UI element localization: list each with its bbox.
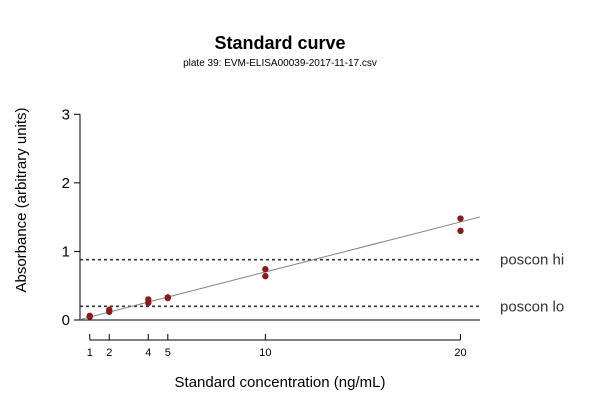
x-tick-label: 4 xyxy=(145,347,151,359)
data-point xyxy=(145,296,152,303)
data-point xyxy=(457,227,464,235)
plot-area: 0 1 2 3 1 2 4 5 10 20 poscon hi poscon lo xyxy=(62,106,565,359)
y-tick-label: 2 xyxy=(62,175,70,192)
x-tick-label: 10 xyxy=(259,347,271,359)
data-point xyxy=(86,312,93,320)
x-tick-label: 1 xyxy=(87,347,93,359)
y-tick-label: 1 xyxy=(62,243,70,260)
x-axis-label: Standard concentration (ng/mL) xyxy=(175,374,386,391)
data-point xyxy=(262,266,269,273)
data-point xyxy=(106,306,113,313)
data-point xyxy=(457,215,464,222)
data-point xyxy=(164,294,172,301)
y-axis-label: Absorbance (arbitrary units) xyxy=(13,107,30,292)
reference-line-label: poscon lo xyxy=(500,298,564,315)
reference-line-label: poscon hi xyxy=(500,252,564,269)
x-tick-label: 20 xyxy=(454,347,466,359)
data-point xyxy=(262,272,269,280)
y-tick-label: 3 xyxy=(62,106,70,123)
x-tick-label: 5 xyxy=(165,347,171,359)
fit-line xyxy=(79,216,481,321)
chart-title: Standard curve xyxy=(214,33,345,53)
y-tick-label: 0 xyxy=(62,312,70,329)
chart-subtitle: plate 39: EVM-ELISA00039-2017-11-17.csv xyxy=(183,58,377,69)
x-tick-label: 2 xyxy=(106,347,112,359)
